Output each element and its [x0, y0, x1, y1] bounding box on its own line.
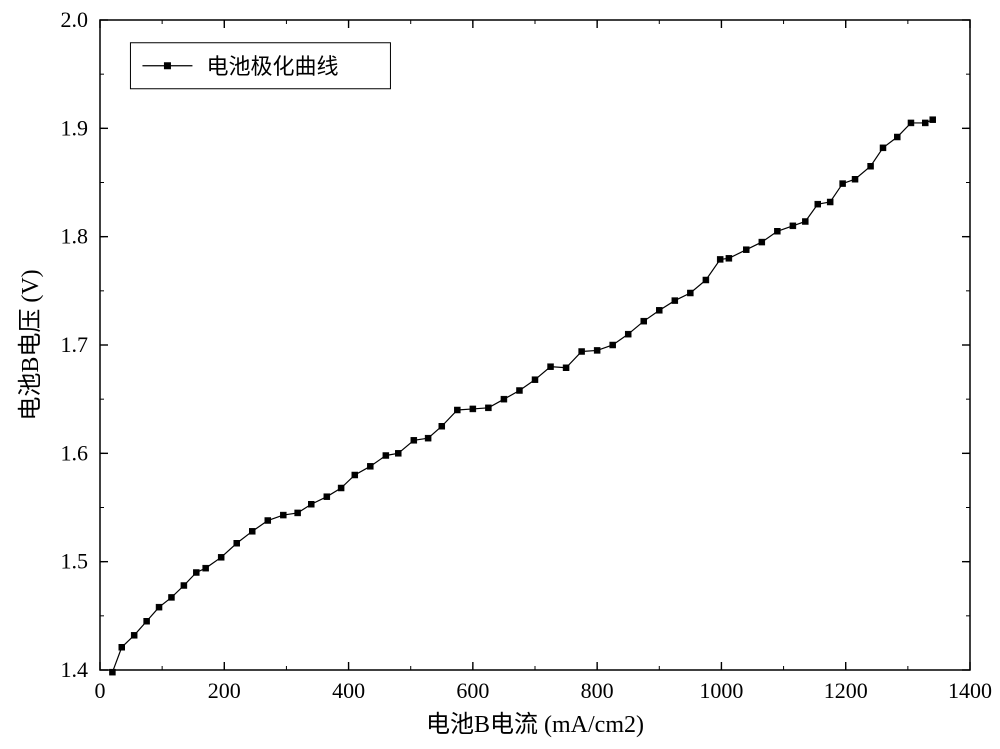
y-tick-label: 1.7 [61, 332, 89, 357]
data-point [922, 120, 928, 126]
y-tick-label: 1.8 [61, 224, 89, 249]
data-point [880, 145, 886, 151]
data-point [908, 120, 914, 126]
data-point [563, 365, 569, 371]
data-point [827, 199, 833, 205]
x-tick-label: 600 [456, 678, 489, 703]
data-point [726, 255, 732, 261]
data-point [193, 570, 199, 576]
data-point [383, 453, 389, 459]
y-tick-label: 1.4 [61, 657, 89, 682]
y-axis-label: 电池B电压 (V) [17, 269, 44, 420]
x-tick-label: 1400 [948, 678, 992, 703]
data-point [308, 501, 314, 507]
data-point [352, 472, 358, 478]
data-point [774, 228, 780, 234]
x-tick-label: 400 [332, 678, 365, 703]
data-point [168, 594, 174, 600]
data-point [367, 463, 373, 469]
chart-container: 0 200 400 600 800 1000 1200 1400 1.4 1.5 1.6 1.7 1.8… [0, 0, 1000, 749]
data-point [717, 256, 723, 262]
data-point [218, 554, 224, 560]
x-tick-label: 800 [581, 678, 614, 703]
data-point [119, 644, 125, 650]
data-point [338, 485, 344, 491]
data-point [802, 219, 808, 225]
data-point [203, 565, 209, 571]
data-point [280, 512, 286, 518]
data-point [454, 407, 460, 413]
data-point [485, 405, 491, 411]
data-point [930, 117, 936, 123]
data-point [594, 347, 600, 353]
data-point [324, 494, 330, 500]
data-point [395, 450, 401, 456]
data-point [249, 528, 255, 534]
data-point [156, 604, 162, 610]
x-tick-label: 200 [208, 678, 241, 703]
y-tick-label: 1.9 [61, 115, 89, 140]
y-tick-label: 2.0 [61, 7, 89, 32]
data-point [840, 181, 846, 187]
data-point [672, 298, 678, 304]
data-point [181, 583, 187, 589]
data-point [439, 423, 445, 429]
y-tick-label: 1.6 [61, 440, 89, 465]
data-point [579, 349, 585, 355]
legend-label: 电池极化曲线 [206, 54, 338, 79]
data-point [868, 163, 874, 169]
data-point [295, 510, 301, 516]
data-point [109, 669, 115, 675]
data-point [411, 437, 417, 443]
data-point [815, 201, 821, 207]
data-point [743, 247, 749, 253]
data-point [548, 364, 554, 370]
data-point [610, 342, 616, 348]
legend-sample-marker [164, 63, 170, 69]
data-point [625, 331, 631, 337]
polarization-chart: 0 200 400 600 800 1000 1200 1400 1.4 1.5 1.6 1.7 1.8… [0, 0, 1000, 749]
y-tick-label: 1.5 [61, 549, 89, 574]
data-point [516, 388, 522, 394]
data-point [852, 176, 858, 182]
data-point [532, 377, 538, 383]
data-point [131, 632, 137, 638]
data-point [234, 540, 240, 546]
data-point [687, 290, 693, 296]
data-point [470, 406, 476, 412]
data-point [144, 618, 150, 624]
data-point [641, 318, 647, 324]
data-point [425, 435, 431, 441]
data-point [894, 134, 900, 140]
x-tick-label: 1000 [699, 678, 743, 703]
data-point [790, 223, 796, 229]
x-tick-label: 0 [95, 678, 106, 703]
data-point [703, 277, 709, 283]
data-point [501, 396, 507, 402]
x-axis-label: 电池B电流 (mA/cm2) [426, 711, 644, 738]
data-point [265, 518, 271, 524]
data-point [759, 239, 765, 245]
x-tick-label: 1200 [824, 678, 868, 703]
data-point [656, 307, 662, 313]
